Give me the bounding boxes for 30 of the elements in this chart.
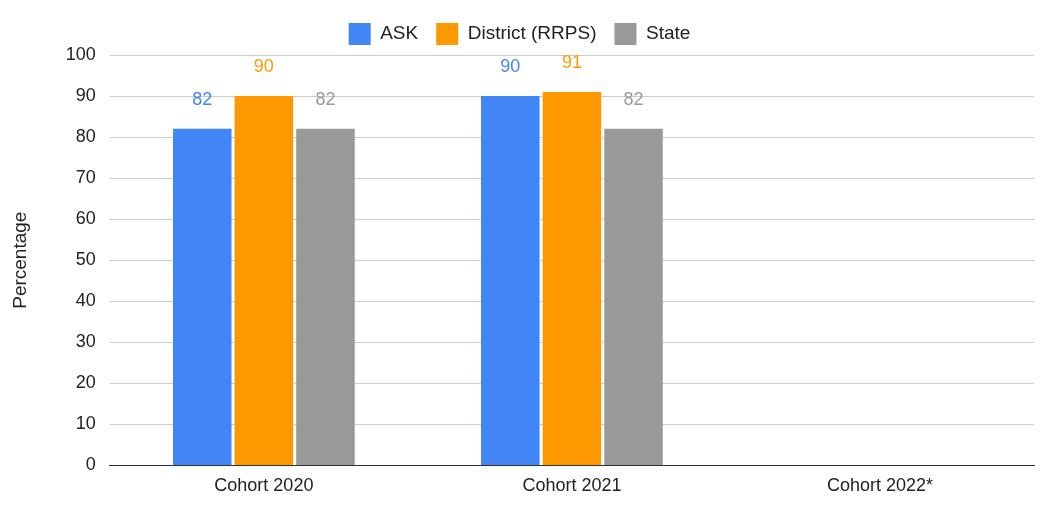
y-axis-title: Percentage — [8, 211, 30, 309]
y-tick-label: 0 — [85, 454, 96, 475]
y-tick-label: 70 — [75, 167, 96, 188]
y-tick-label: 20 — [75, 372, 96, 393]
legend-label: ASK — [380, 22, 419, 44]
bar — [542, 91, 602, 465]
y-tick-label: 100 — [65, 43, 96, 64]
y-tick-label: 80 — [75, 126, 96, 147]
y-tick-label: 30 — [75, 331, 96, 352]
data-label: 90 — [253, 56, 274, 77]
y-tick-label: 40 — [75, 290, 96, 311]
legend-label: State — [645, 22, 691, 44]
data-label: 91 — [561, 51, 582, 72]
bar — [604, 128, 663, 465]
y-tick-label: 90 — [75, 85, 96, 106]
data-label: 82 — [315, 88, 336, 109]
data-label: 82 — [623, 88, 644, 109]
x-tick-label: Cohort 2022* — [826, 475, 934, 496]
x-tick-label: Cohort 2021 — [522, 475, 622, 496]
bar — [234, 96, 294, 465]
y-tick-label: 60 — [75, 208, 96, 229]
y-tick-label: 50 — [75, 249, 96, 270]
y-tick-label: 10 — [75, 413, 96, 434]
bar — [172, 128, 232, 465]
data-label: 82 — [192, 88, 213, 109]
x-tick-label: Cohort 2020 — [214, 475, 314, 496]
legend-label: District (RRPS) — [467, 22, 597, 44]
bar — [296, 128, 355, 465]
data-label: 90 — [500, 56, 521, 77]
bar — [481, 96, 540, 465]
